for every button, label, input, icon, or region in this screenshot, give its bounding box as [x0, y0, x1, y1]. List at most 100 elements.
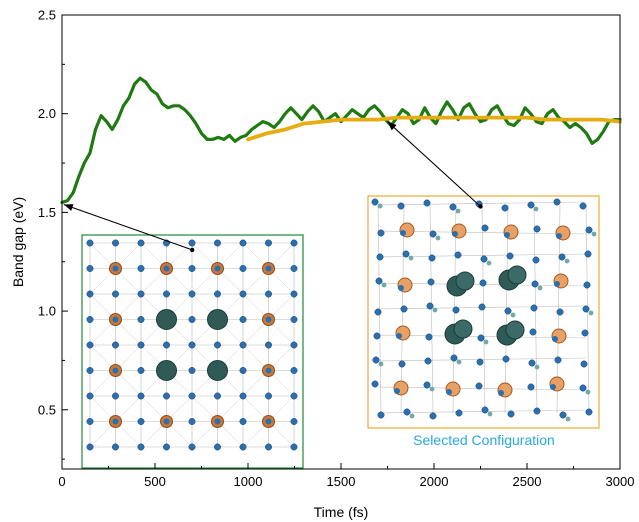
inset-initial-lattice	[86, 239, 298, 451]
anion-atom	[504, 232, 510, 238]
anion-atom	[454, 251, 462, 259]
anion-atom	[137, 265, 145, 272]
anion-atom	[553, 198, 561, 206]
x-tick-label: 1500	[327, 474, 356, 489]
large-cation-atom	[156, 309, 177, 330]
light-atom	[537, 285, 543, 291]
light-atom	[435, 235, 441, 241]
anion-atom	[506, 252, 514, 260]
anion-atom	[528, 359, 536, 367]
anion-atom	[214, 265, 221, 272]
anion-atom	[163, 392, 170, 400]
anion-atom	[137, 239, 145, 247]
anion-atom	[397, 202, 405, 210]
anion-atom	[527, 383, 535, 391]
anion-atom	[558, 253, 566, 261]
anion-atom	[290, 367, 298, 374]
large-cation-atom	[207, 309, 228, 330]
annotation-layer	[63, 121, 483, 253]
x-tick-label: 2500	[513, 474, 542, 489]
anion-atom	[584, 250, 592, 258]
annotation-arrowhead	[63, 204, 74, 211]
anion-atom	[112, 367, 119, 374]
anion-atom	[498, 390, 504, 396]
anion-atom	[375, 277, 383, 285]
anion-atom	[214, 290, 221, 298]
light-atom	[564, 258, 570, 264]
anion-atom	[239, 239, 247, 247]
inset-structure-selected: Selected Configuration	[367, 195, 600, 448]
anion-atom	[450, 354, 458, 362]
anion-atom	[481, 406, 489, 414]
light-atom	[565, 416, 571, 422]
anion-atom	[552, 336, 558, 342]
inset-selected-caption: Selected Configuration	[413, 432, 555, 448]
anion-atom	[137, 418, 145, 425]
anion-atom	[398, 360, 406, 368]
x-tick-label: 500	[144, 474, 166, 489]
anion-atom	[163, 265, 170, 272]
anion-atom	[239, 392, 247, 400]
anion-atom	[481, 224, 489, 232]
y-tick-label: 2.5	[38, 8, 56, 23]
anion-atom	[373, 332, 381, 340]
light-atom	[381, 282, 387, 288]
anion-atom	[188, 316, 196, 323]
annotation-dot	[478, 204, 483, 209]
anion-atom	[501, 204, 509, 212]
large-cation-atom	[453, 319, 473, 339]
anion-atom	[188, 367, 196, 374]
light-atom	[591, 231, 597, 237]
anion-atom	[290, 316, 298, 323]
y-tick-label: 2.0	[38, 106, 56, 121]
anion-atom	[554, 281, 560, 287]
anion-atom	[137, 316, 145, 323]
anion-atom	[163, 290, 170, 298]
anion-atom	[265, 341, 272, 349]
anion-atom	[137, 392, 145, 400]
light-atom	[429, 386, 435, 392]
light-atom	[378, 361, 384, 367]
anion-atom	[290, 290, 298, 298]
anion-atom	[188, 392, 196, 400]
light-atom	[409, 413, 415, 419]
anion-atom	[425, 333, 433, 341]
anion-atom	[239, 367, 247, 374]
anion-atom	[290, 443, 298, 451]
anion-atom	[579, 384, 587, 392]
anion-atom	[86, 443, 94, 451]
x-tick-label: 3000	[606, 474, 635, 489]
anion-atom	[290, 392, 298, 400]
anion-atom	[449, 203, 457, 211]
light-atom	[483, 339, 489, 345]
anion-atom	[265, 265, 272, 272]
large-cation-atom	[207, 360, 228, 381]
anion-atom	[112, 392, 119, 400]
anion-atom	[86, 341, 94, 349]
anion-atom	[188, 341, 196, 349]
light-atom	[487, 411, 493, 417]
tick-layer: 0 500 1000 1500 2000 2500 3000 0.5 1.0 1.5 2.0 2.5	[38, 8, 635, 490]
anion-atom	[239, 316, 247, 323]
anion-atom	[239, 443, 247, 451]
anion-atom	[137, 443, 145, 451]
anion-atom	[424, 357, 432, 365]
anion-atom	[137, 290, 145, 298]
anion-atom	[394, 388, 400, 394]
anion-atom	[112, 290, 119, 298]
y-tick-label: 1.5	[38, 205, 56, 220]
light-atom	[588, 310, 594, 316]
anion-atom	[377, 411, 385, 419]
anion-atom	[86, 316, 94, 323]
anion-atom	[265, 290, 272, 298]
series-layer	[60, 76, 622, 205]
anion-atom	[163, 341, 170, 349]
light-atom	[456, 359, 462, 365]
anion-atom	[112, 341, 119, 349]
anion-atom	[112, 316, 119, 323]
anion-atom	[529, 328, 537, 336]
light-atom	[486, 260, 492, 266]
anion-atom	[137, 367, 145, 374]
anion-atom	[581, 329, 589, 337]
anion-atom	[580, 360, 588, 368]
